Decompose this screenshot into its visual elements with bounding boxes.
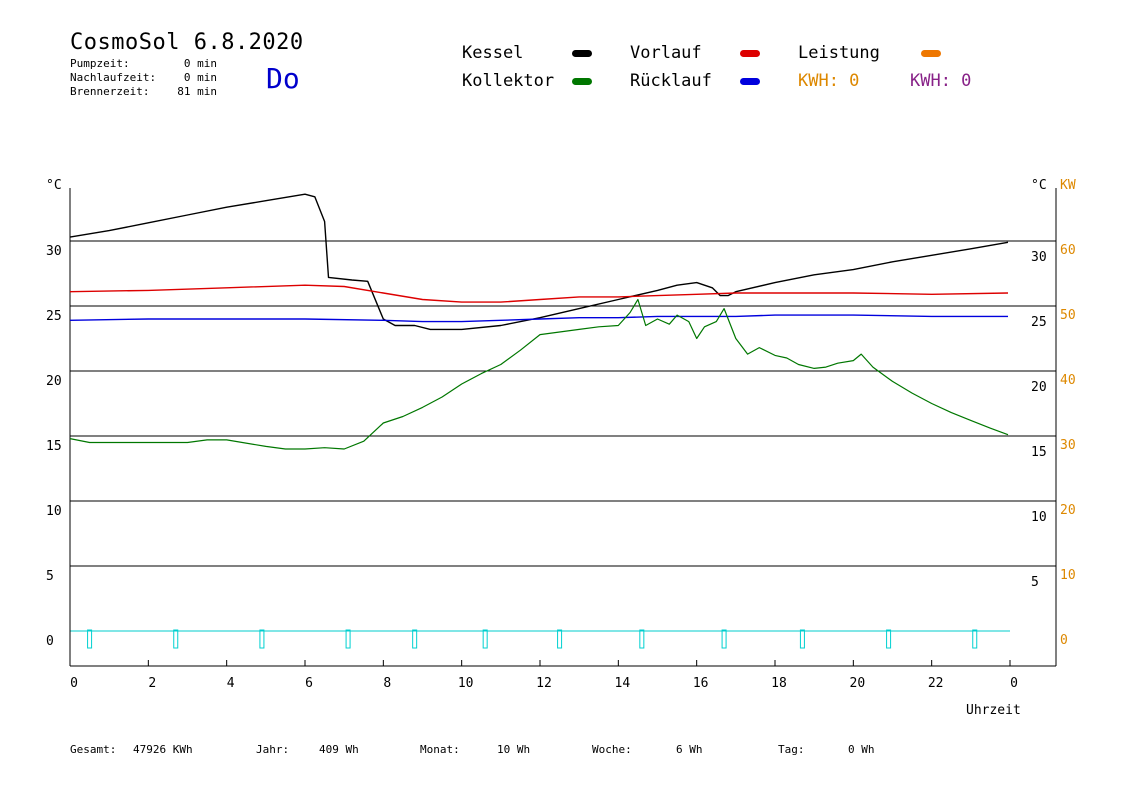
- x-tick-label-9: 18: [771, 676, 787, 691]
- footer-tag-value: 0 Wh: [848, 743, 875, 756]
- y-right-power-tick-label-10: 10: [1060, 568, 1076, 583]
- legend-leistung-swatch: [921, 50, 941, 57]
- y-left-tick-label-15: 15: [46, 439, 62, 454]
- y-right-temp-unit: °C: [1031, 178, 1047, 193]
- legend-kollektor-swatch: [572, 78, 592, 85]
- y-right-temp-tick-label-20: 20: [1031, 380, 1047, 395]
- y-left-tick-label-5: 5: [46, 569, 54, 584]
- x-tick-label-12: 0: [1010, 676, 1018, 691]
- pump-marker-0: [87, 629, 93, 649]
- legend-kollektor-label: Kollektor: [462, 71, 555, 91]
- legend-ruecklauf-swatch: [740, 78, 760, 85]
- pump-marker-4: [412, 629, 418, 649]
- y-right-temp-tick-label-5: 5: [1031, 575, 1039, 590]
- legend-ruecklauf-label: Rücklauf: [630, 71, 712, 91]
- y-left-unit: °C: [46, 178, 62, 193]
- footer-gesamt-label: Gesamt:: [70, 743, 117, 756]
- info-value-pumpzeit: 0 min: [183, 57, 217, 70]
- y-right-power-tick-label-0: 0: [1060, 633, 1068, 648]
- x-tick-label-1: 2: [148, 676, 156, 691]
- footer-jahr-label: Jahr:: [256, 743, 290, 756]
- x-tick-label-4: 8: [383, 676, 391, 691]
- x-tick-label-6: 12: [536, 676, 552, 691]
- legend-vorlauf-label: Vorlauf: [630, 43, 702, 63]
- footer-jahr-value: 409 Wh: [319, 743, 359, 756]
- x-tick-label-10: 20: [850, 676, 866, 691]
- series-ruecklauf-line: [69, 314, 1008, 323]
- info-label-nachlaufzeit: Nachlaufzeit:: [70, 71, 157, 84]
- y-right-temp-tick-label-15: 15: [1031, 445, 1047, 460]
- legend-kessel-label: Kessel: [462, 43, 524, 63]
- info-value-nachlaufzeit: 0 min: [183, 71, 217, 84]
- legend-leistung-label: Leistung: [798, 43, 880, 63]
- y-left-tick-label-20: 20: [46, 374, 62, 389]
- pump-marker-9: [799, 629, 805, 649]
- y-left-tick-label-0: 0: [46, 634, 54, 649]
- pump-marker-6: [557, 629, 563, 649]
- y-right-power-unit: KW: [1060, 178, 1076, 193]
- legend-vorlauf-swatch: [740, 50, 760, 57]
- y-right-power-tick-label-50: 50: [1060, 308, 1076, 323]
- kwh-orange-label: KWH: 0: [798, 71, 860, 91]
- y-left-tick-label-25: 25: [46, 309, 62, 324]
- x-tick-label-5: 10: [458, 676, 474, 691]
- footer-monat-label: Monat:: [420, 743, 460, 756]
- legend-kessel-swatch: [572, 50, 592, 57]
- y-right-power-tick-label-30: 30: [1060, 438, 1076, 453]
- x-tick-label-2: 4: [227, 676, 235, 691]
- footer-woche-value: 6 Wh: [676, 743, 703, 756]
- y-right-temp-tick-label-10: 10: [1031, 510, 1047, 525]
- y-left-tick-label-10: 10: [46, 504, 62, 519]
- x-axis-label: Uhrzeit: [966, 703, 1021, 718]
- footer-woche-label: Woche:: [592, 743, 632, 756]
- pump-marker-5: [482, 629, 488, 649]
- y-right-power-tick-label-20: 20: [1060, 503, 1076, 518]
- series-vorlauf-line: [69, 284, 1009, 303]
- info-label-brennerzeit: Brennerzeit:: [70, 85, 150, 98]
- series-kollektor-line: [69, 298, 1009, 450]
- info-label-pumpzeit: Pumpzeit:: [70, 57, 130, 70]
- x-tick-label-8: 16: [693, 676, 709, 691]
- y-right-power-tick-label-60: 60: [1060, 243, 1076, 258]
- footer-tag-label: Tag:: [778, 743, 805, 756]
- x-tick-label-0: 0: [70, 676, 78, 691]
- x-tick-label-3: 6: [305, 676, 313, 691]
- page-title: CosmoSol 6.8.2020: [70, 30, 304, 55]
- footer-monat-value: 10 Wh: [497, 743, 531, 756]
- y-right-temp-tick-label-25: 25: [1031, 315, 1047, 330]
- y-right-temp-tick-label-30: 30: [1031, 250, 1047, 265]
- pump-marker-3: [345, 629, 351, 649]
- x-tick-label-7: 14: [615, 676, 631, 691]
- y-right-power-tick-label-40: 40: [1060, 373, 1076, 388]
- info-value-brennerzeit: 81 min: [177, 85, 217, 98]
- pump-marker-1: [173, 629, 179, 649]
- series-kessel-line: [69, 193, 1009, 331]
- weekday-label: Do: [266, 62, 300, 95]
- pump-marker-8: [721, 629, 727, 649]
- pump-marker-2: [259, 629, 265, 649]
- kwh-purple-label: KWH: 0: [910, 71, 972, 91]
- y-left-tick-label-30: 30: [46, 244, 62, 259]
- pump-marker-11: [972, 629, 978, 649]
- pump-marker-7: [639, 629, 645, 649]
- pump-marker-10: [886, 629, 892, 649]
- x-tick-label-11: 22: [928, 676, 944, 691]
- footer-gesamt-value: 47926 KWh: [133, 743, 193, 756]
